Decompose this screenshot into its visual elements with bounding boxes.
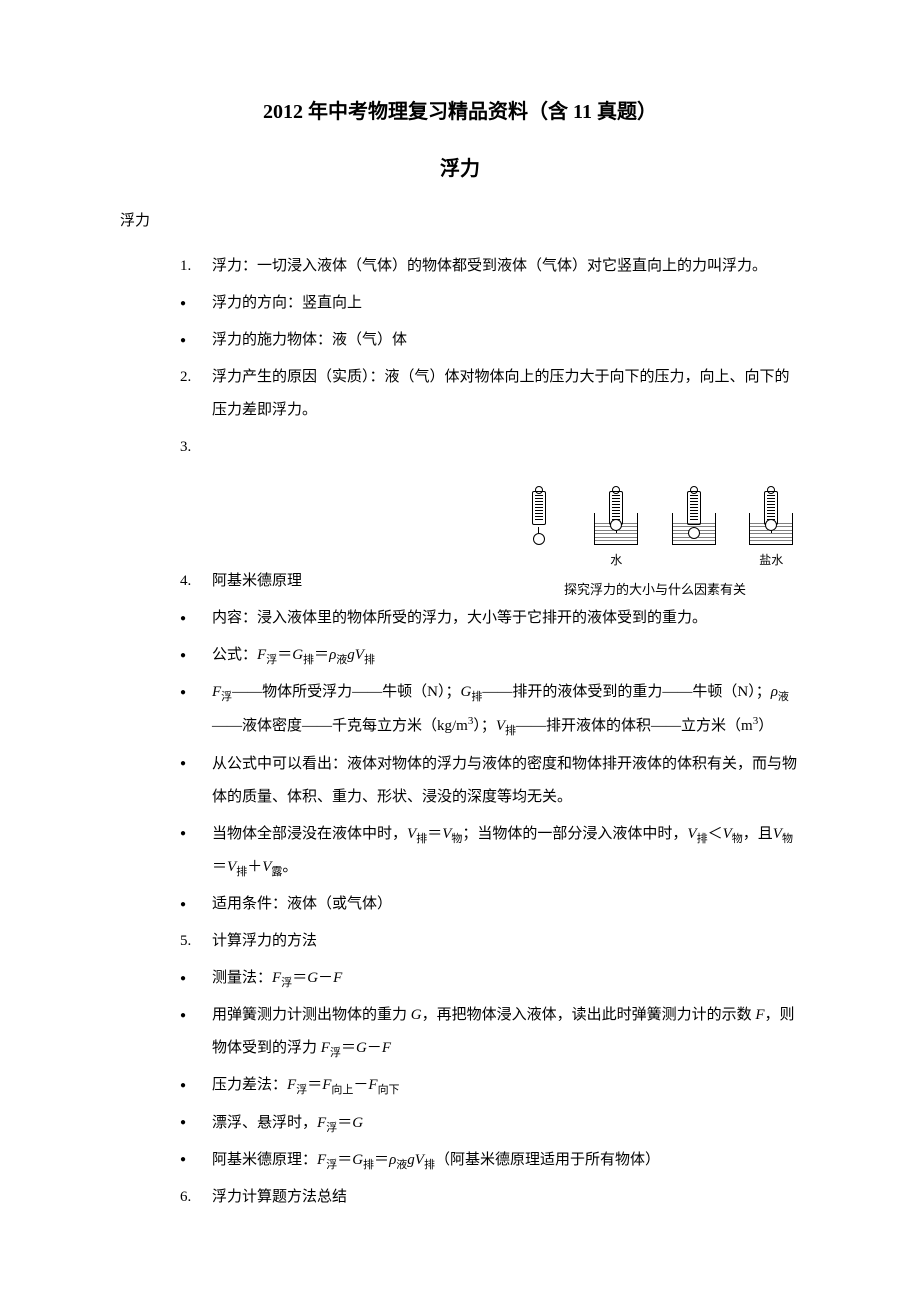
main-title: 2012 年中考物理复习精品资料（含 11 真题） [120, 95, 800, 124]
item-number: 4. [180, 565, 212, 598]
item-text: 测量法：F浮＝G－F [212, 962, 800, 995]
item-text: 从公式中可以看出：液体对物体的浮力与液体的密度和物体排开液体的体积有关，而与物体… [212, 748, 800, 814]
figure-caption: 探究浮力的大小与什么因素有关 [500, 576, 810, 605]
bullet-icon [180, 748, 212, 814]
list-item: 内容：浸入液体里的物体所受的浮力，大小等于它排开的液体受到的重力。 [120, 602, 800, 635]
bullet-icon [180, 324, 212, 357]
item-text: 浮力的方向：竖直向上 [212, 287, 800, 320]
list-item: 公式：F浮＝G排＝ρ液gV排 [120, 639, 800, 672]
section-heading: 浮力 [120, 209, 800, 230]
sub-title: 浮力 [120, 152, 800, 181]
list-item: 3.水盐水探究浮力的大小与什么因素有关 [120, 431, 800, 561]
item-text: 阿基米德原理：F浮＝G排＝ρ液gV排（阿基米德原理适用于所有物体） [212, 1144, 800, 1177]
item-text: 计算浮力的方法 [212, 925, 800, 958]
item-text: 浮力的施力物体：液（气）体 [212, 324, 800, 357]
list-item: 浮力的施力物体：液（气）体 [120, 324, 800, 357]
item-text: F浮——物体所受浮力——牛顿（N）；G排——排开的液体受到的重力——牛顿（N）；… [212, 676, 800, 743]
figure-label: 盐水 [737, 547, 805, 573]
bullet-icon [180, 962, 212, 995]
object-icon [610, 519, 622, 531]
beaker-icon [672, 513, 716, 545]
object-icon [533, 533, 545, 545]
apparatus [660, 491, 728, 545]
item-text: 用弹簧测力计测出物体的重力 G，再把物体浸入液体，读出此时弹簧测力计的示数 F，… [212, 999, 800, 1065]
item-text: 适用条件：液体（或气体） [212, 888, 800, 921]
bullet-icon [180, 639, 212, 672]
object-icon [688, 527, 700, 539]
item-text: 公式：F浮＝G排＝ρ液gV排 [212, 639, 800, 672]
content-list: 1.浮力：一切浸入液体（气体）的物体都受到液体（气体）对它竖直向上的力叫浮力。浮… [120, 250, 800, 1214]
list-item: F浮——物体所受浮力——牛顿（N）；G排——排开的液体受到的重力——牛顿（N）；… [120, 676, 800, 743]
bullet-icon [180, 1144, 212, 1177]
item-text: 漂浮、悬浮时，F浮＝G [212, 1107, 800, 1140]
experiment-figure: 水盐水探究浮力的大小与什么因素有关 [500, 450, 810, 580]
bullet-icon [180, 818, 212, 884]
list-item: 阿基米德原理：F浮＝G排＝ρ液gV排（阿基米德原理适用于所有物体） [120, 1144, 800, 1177]
figure-label [660, 547, 728, 573]
item-number: 2. [180, 361, 212, 427]
bullet-icon [180, 1107, 212, 1140]
apparatus [505, 491, 573, 545]
spring-scale-icon [532, 491, 546, 525]
list-item: 漂浮、悬浮时，F浮＝G [120, 1107, 800, 1140]
list-item: 测量法：F浮＝G－F [120, 962, 800, 995]
item-number: 6. [180, 1181, 212, 1214]
list-item: 从公式中可以看出：液体对物体的浮力与液体的密度和物体排开液体的体积有关，而与物体… [120, 748, 800, 814]
bullet-icon [180, 1069, 212, 1102]
list-item: 2.浮力产生的原因（实质）：液（气）体对物体向上的压力大于向下的压力，向上、向下… [120, 361, 800, 427]
list-item: 适用条件：液体（或气体） [120, 888, 800, 921]
item-number: 1. [180, 250, 212, 283]
apparatus [582, 491, 650, 545]
bullet-icon [180, 999, 212, 1065]
beaker-icon [749, 513, 793, 545]
item-text: 浮力：一切浸入液体（气体）的物体都受到液体（气体）对它竖直向上的力叫浮力。 [212, 250, 800, 283]
item-text: 当物体全部浸没在液体中时，V排＝V物；当物体的一部分浸入液体中时，V排＜V物，且… [212, 818, 800, 884]
list-item: 压力差法：F浮＝F向上－F向下 [120, 1069, 800, 1102]
object-icon [765, 519, 777, 531]
item-text: 内容：浸入液体里的物体所受的浮力，大小等于它排开的液体受到的重力。 [212, 602, 800, 635]
item-text: 浮力计算题方法总结 [212, 1181, 800, 1214]
list-item: 用弹簧测力计测出物体的重力 G，再把物体浸入液体，读出此时弹簧测力计的示数 F，… [120, 999, 800, 1065]
list-item: 当物体全部浸没在液体中时，V排＝V物；当物体的一部分浸入液体中时，V排＜V物，且… [120, 818, 800, 884]
bullet-icon [180, 287, 212, 320]
item-number: 3. [180, 431, 212, 561]
list-item: 5.计算浮力的方法 [120, 925, 800, 958]
list-item: 6.浮力计算题方法总结 [120, 1181, 800, 1214]
bullet-icon [180, 602, 212, 635]
beaker-icon [594, 513, 638, 545]
item-number: 5. [180, 925, 212, 958]
item-text: 浮力产生的原因（实质）：液（气）体对物体向上的压力大于向下的压力，向上、向下的压… [212, 361, 800, 427]
apparatus [737, 491, 805, 545]
item-text: 压力差法：F浮＝F向上－F向下 [212, 1069, 800, 1102]
figure-labels: 水 盐水 [500, 547, 810, 573]
bullet-icon [180, 676, 212, 743]
figure-label [505, 547, 573, 573]
bullet-icon [180, 888, 212, 921]
list-item: 1.浮力：一切浸入液体（气体）的物体都受到液体（气体）对它竖直向上的力叫浮力。 [120, 250, 800, 283]
figure-label: 水 [582, 547, 650, 573]
list-item: 浮力的方向：竖直向上 [120, 287, 800, 320]
